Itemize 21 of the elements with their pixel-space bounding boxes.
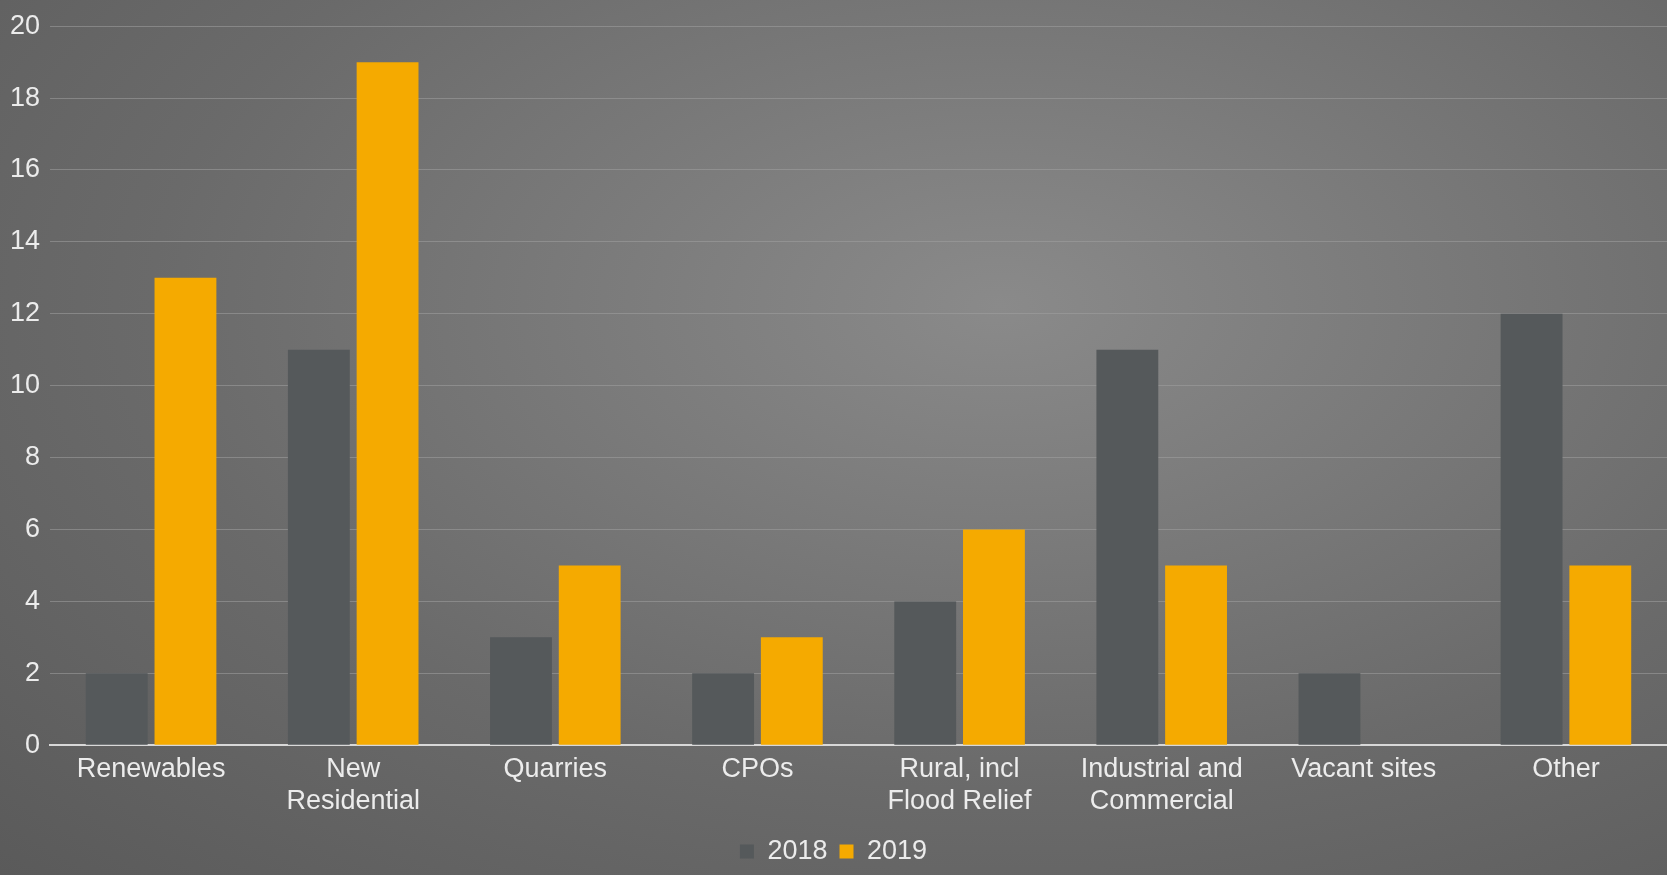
x-tick-label: Renewables [76,752,226,783]
x-tick-label: New Residential [286,752,420,816]
y-tick-label: 4 [25,584,41,615]
x-tick-label: CPOs [721,752,794,783]
x-tick-label: Vacant sites [1291,752,1437,783]
x-tick-label: Rural, incl Flood Relief [887,752,1033,816]
legend-label: 2018 [767,834,828,865]
y-tick-label: 14 [9,225,41,256]
y-tick-label: 0 [25,728,41,759]
y-tick-label: 18 [9,81,41,112]
y-tick-label: 10 [9,369,41,400]
x-tick-label: Industrial and Commercial [1080,752,1243,816]
y-tick-label: 2 [25,656,41,687]
legend-label: 2019 [867,834,928,865]
x-tick-label: Other [1532,752,1600,783]
y-tick-label: 20 [9,9,41,40]
y-tick-label: 16 [9,153,41,184]
y-tick-label: 8 [25,441,41,472]
y-tick-label: 6 [25,512,41,543]
x-tick-label: Quarries [503,752,608,783]
y-tick-label: 12 [9,297,41,328]
